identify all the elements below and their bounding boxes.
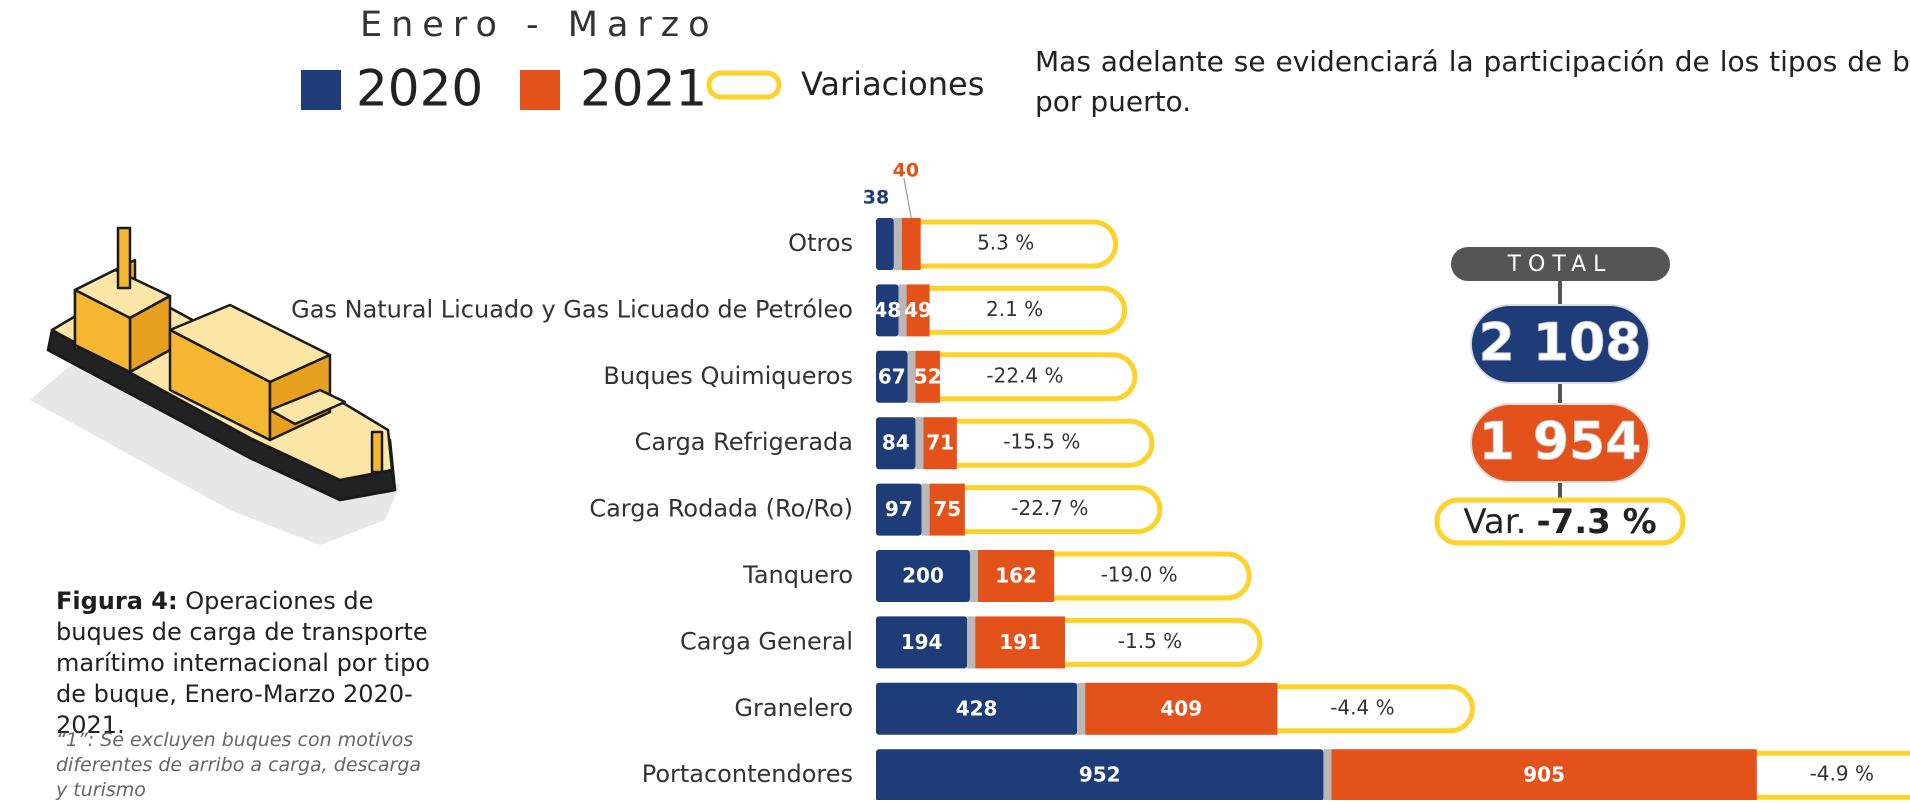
legend-swatch	[301, 70, 341, 110]
category-label: Gas Natural Licuado y Gas Licuado de Pet…	[291, 295, 853, 323]
total-value: 1 954	[1479, 412, 1642, 472]
value-label: 162	[995, 564, 1037, 588]
variation-label: -4.4 %	[1330, 695, 1394, 719]
bar-separator	[970, 550, 978, 602]
bar	[902, 218, 921, 270]
variation-label: -1.5 %	[1118, 629, 1182, 653]
bar-separator	[922, 484, 930, 536]
value-label: 67	[878, 364, 906, 388]
total-variation-prefix: Var.	[1463, 502, 1526, 542]
bar-separator	[915, 417, 923, 469]
value-label: 428	[956, 696, 998, 720]
value-label: 409	[1160, 696, 1202, 720]
variation-label: -4.9 %	[1810, 762, 1874, 786]
legend-label: Variaciones	[801, 65, 984, 103]
caption-note: “1”: Se excluyen buques con motivos dife…	[56, 728, 436, 803]
bar	[876, 218, 894, 270]
value-label: 49	[904, 298, 932, 322]
value-label: 200	[902, 564, 944, 588]
ship-illustration	[30, 228, 400, 545]
variation-label: -19.0 %	[1101, 563, 1178, 587]
page: {"header": {"period": "Enero - Marzo"}, …	[0, 0, 1910, 800]
value-label: 38	[863, 187, 889, 209]
value-label: 52	[914, 364, 942, 388]
category-label: Granelero	[734, 694, 853, 722]
category-label: Carga Rodada (Ro/Ro)	[589, 495, 853, 523]
category-label: Buques Quimiqueros	[603, 362, 853, 390]
category-label: Carga General	[680, 627, 853, 655]
value-label: 48	[873, 298, 901, 322]
value-label: 194	[901, 630, 943, 654]
category-label: Otros	[788, 229, 853, 257]
total-variation-value: -7.3 %	[1536, 502, 1656, 542]
caption: Figura 4: Operaciones de buques de carga…	[56, 586, 466, 741]
legend-swatch	[520, 70, 560, 110]
legend-label: 2020	[356, 60, 483, 118]
bar-separator	[1323, 749, 1331, 800]
value-label: 952	[1079, 763, 1121, 787]
total-variation: Var.-7.3 %	[1463, 502, 1656, 542]
totals: 2 108 1 954 Var.-7.3 %	[1437, 305, 1683, 543]
bar-separator	[894, 218, 902, 270]
category-label: Tanquero	[742, 561, 853, 589]
category-label: Carga Refrigerada	[635, 428, 853, 456]
value-label: 84	[882, 431, 910, 455]
value-label: 40	[893, 160, 919, 182]
variation-label: -15.5 %	[1003, 430, 1080, 454]
intro-text: Mas adelante se evidenciará la participa…	[1035, 42, 1910, 122]
value-label: 71	[926, 431, 954, 455]
caption-label: Figura 4:	[56, 587, 178, 615]
category-label: Portacontendores	[642, 760, 853, 788]
variation-label: 5.3 %	[977, 231, 1034, 255]
period: Enero - Marzo	[360, 5, 719, 45]
bar-separator	[1077, 683, 1085, 735]
legend-label: 2021	[580, 60, 707, 118]
value-label: 191	[999, 630, 1041, 654]
total-title: TOTAL	[1507, 252, 1613, 277]
total-value: 2 108	[1479, 313, 1642, 373]
value-label: 97	[885, 497, 913, 521]
leader-line	[904, 178, 911, 218]
variation-label: -22.7 %	[1011, 496, 1088, 520]
variation-label: -22.4 %	[986, 363, 1063, 387]
legend-swatch	[709, 73, 779, 97]
variation-label: 2.1 %	[986, 297, 1043, 321]
bar-separator	[967, 616, 975, 668]
value-label: 75	[933, 497, 961, 521]
value-label: 905	[1523, 763, 1565, 787]
